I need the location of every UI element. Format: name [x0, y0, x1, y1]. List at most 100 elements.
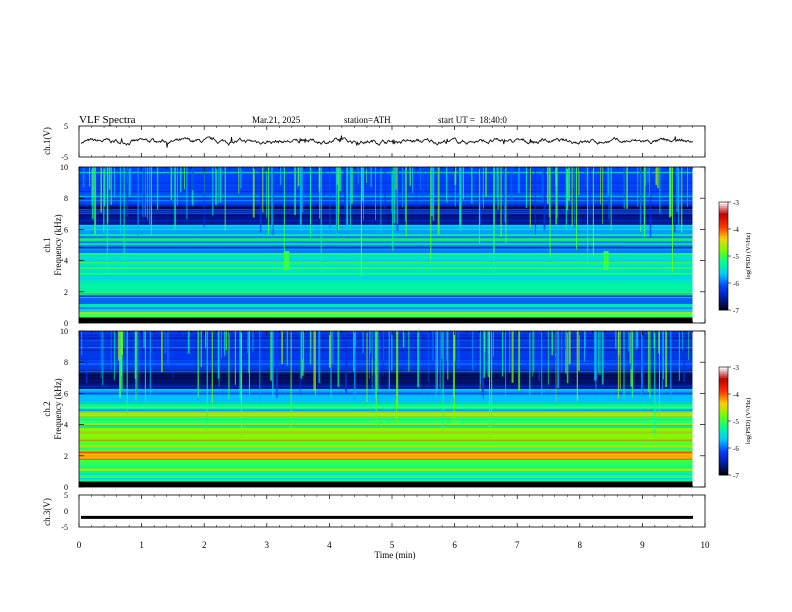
ch3-waveform-panel: 5 0 -5: [61, 491, 706, 532]
psd-line: [79, 296, 693, 298]
sferic-streak: [637, 167, 639, 207]
sferic-streak-strong: [491, 331, 493, 430]
psd-line: [79, 406, 693, 408]
x-tick-label: 5: [390, 540, 395, 550]
colorbar-cell: [719, 292, 728, 295]
colorbar-cell: [719, 293, 728, 296]
psd-band: [79, 401, 693, 413]
sferic-streak-strong: [478, 167, 480, 245]
psd-line: [79, 263, 693, 266]
sferic-streak: [432, 167, 435, 221]
sferic-streak: [657, 167, 659, 189]
colorbar-cell: [719, 386, 728, 389]
colorbar-cell: [719, 372, 728, 375]
psd-line: [79, 312, 693, 314]
sferic-streak: [147, 167, 149, 220]
sferic-streak: [555, 167, 558, 225]
sferic-streak: [569, 331, 571, 364]
psd-line: [79, 307, 693, 309]
y-tick-label: -5: [61, 153, 68, 162]
sferic-streak: [128, 167, 130, 197]
sferic-streak: [649, 167, 651, 198]
colorbar-cell: [719, 266, 728, 269]
sferic-streak: [462, 167, 464, 201]
sferic-streak-strong: [442, 331, 444, 430]
sferic-streak: [441, 331, 443, 359]
sferic-streak: [259, 331, 261, 402]
sferic-streak: [533, 331, 535, 372]
colorbar-cell: [719, 209, 728, 212]
sferic-streak: [438, 331, 441, 372]
sferic-streak: [502, 331, 504, 377]
psd-line: [79, 234, 693, 237]
sferic-streak-strong: [120, 331, 122, 399]
start-ut-label: start UT = 18:40:0: [438, 115, 507, 125]
colorbar-tick-label: -4: [733, 226, 739, 234]
psd-line: [79, 337, 693, 339]
sferic-streak: [313, 331, 315, 391]
sferic-streak: [643, 167, 646, 238]
psd-line: [79, 293, 693, 295]
colorbar-cell: [719, 202, 728, 205]
sferic-streak-strong: [144, 331, 146, 403]
colorbar-cell: [719, 265, 728, 268]
psd-line: [79, 349, 693, 351]
sferic-streak-strong: [529, 331, 531, 396]
psd-line: [79, 423, 693, 425]
sferic-streak: [584, 167, 587, 187]
sferic-streak: [463, 167, 464, 199]
colorbar-cell: [719, 388, 728, 391]
sferic-streak: [485, 167, 487, 197]
sferic-streak: [670, 331, 672, 400]
colorbar-cell: [719, 453, 728, 456]
ch1-ylabel: ch.1(V): [42, 127, 52, 155]
colorbar-tick-label: -5: [733, 253, 739, 261]
colorbar-cell: [719, 419, 728, 422]
sferic-streak: [564, 331, 566, 351]
sferic-streak: [678, 167, 679, 228]
sferic-streak-strong: [283, 167, 285, 272]
colorbar-cell: [719, 455, 728, 458]
sferic-streak: [619, 331, 621, 391]
sferic-streak: [318, 331, 321, 384]
sferic-streak: [655, 167, 658, 185]
sferic-streak: [382, 331, 384, 377]
colorbar-cell: [719, 431, 728, 434]
sferic-streak-strong: [493, 167, 495, 253]
colorbar-cell: [719, 238, 728, 241]
low-freq-strip: [79, 481, 693, 487]
sferic-streak: [390, 167, 392, 213]
sferic-streak: [212, 167, 214, 216]
colorbar-cell: [719, 257, 728, 260]
sferic-streak: [601, 331, 604, 385]
sferic-streak-strong: [248, 331, 250, 395]
sferic-streak: [630, 331, 633, 370]
sferic-streak: [627, 331, 630, 352]
colorbar-cell: [719, 442, 728, 445]
psd-line: [79, 341, 693, 343]
sferic-streak: [309, 331, 312, 365]
sferic-streak: [573, 167, 576, 228]
psd-line: [79, 253, 693, 255]
colorbar-cell: [719, 397, 728, 400]
sferic-streak: [276, 331, 278, 398]
sferic-streak: [471, 167, 473, 204]
sferic-streak: [678, 331, 680, 381]
psd-line: [79, 402, 693, 404]
psd-band: [79, 294, 693, 305]
sferic-streak: [219, 167, 222, 203]
sferic-streak: [123, 331, 125, 348]
psd-line: [79, 385, 693, 388]
sferic-streak: [172, 331, 174, 378]
sferic-streak: [299, 167, 302, 231]
sferic-streak: [200, 331, 202, 368]
psd-line: [79, 303, 693, 306]
colorbar-cell: [719, 225, 728, 228]
psd-line: [79, 424, 693, 427]
sferic-streak: [584, 331, 586, 349]
colorbar-ch2: -3 -4 -5 -6 -7 log(PSD) (V²/Hz): [718, 364, 752, 480]
psd-line: [79, 451, 693, 454]
sferic-streak: [497, 167, 499, 210]
sferic-streak-strong: [135, 331, 137, 401]
colorbar-cell: [719, 412, 728, 415]
